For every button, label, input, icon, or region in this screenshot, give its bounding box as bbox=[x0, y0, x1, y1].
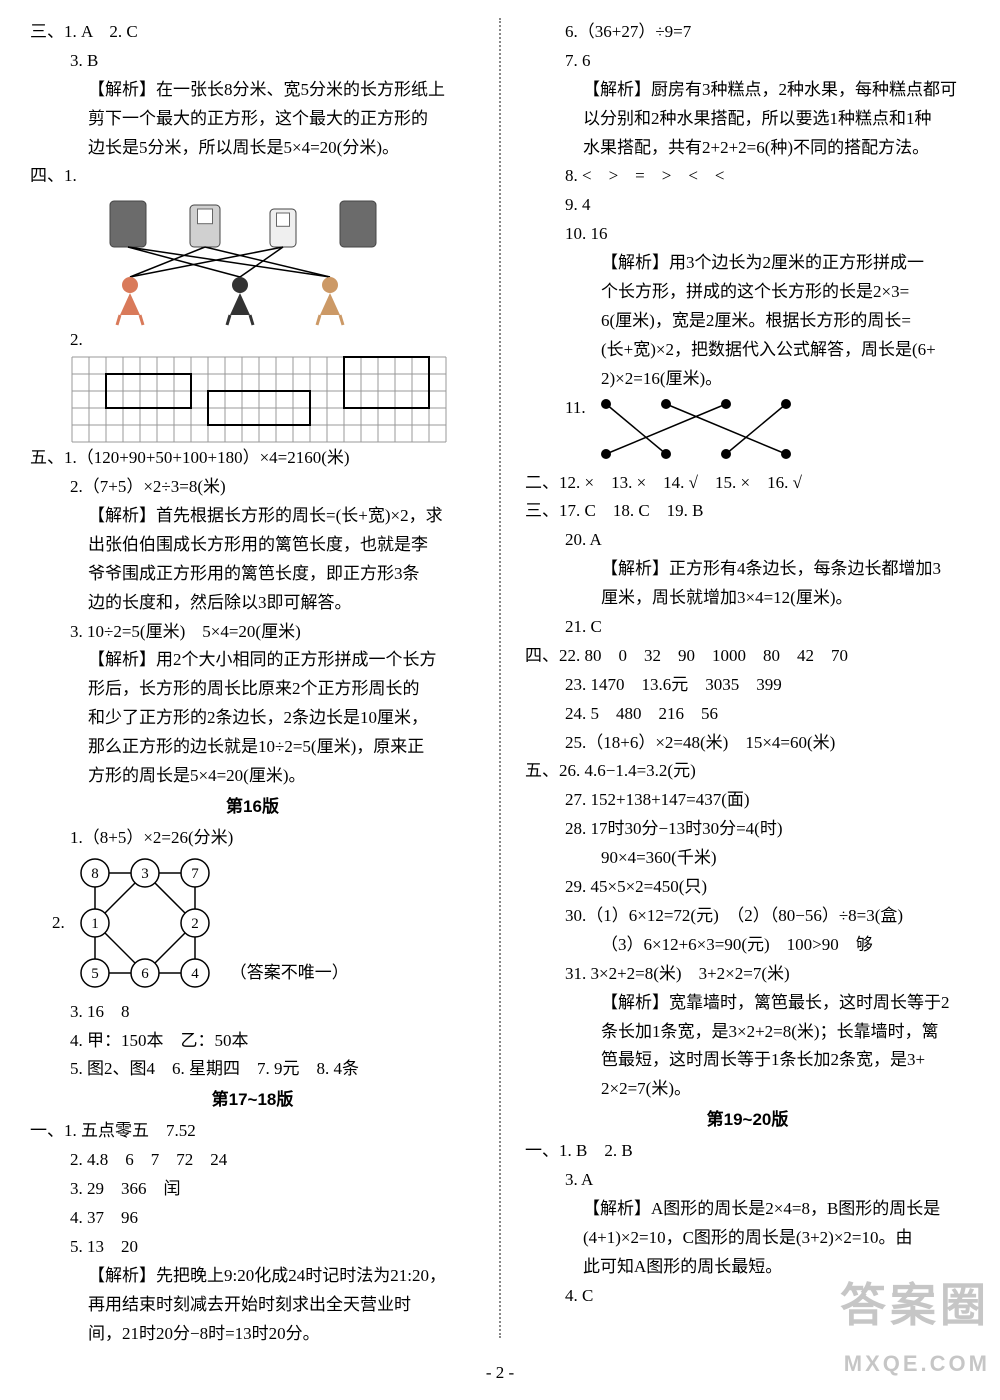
text: 一、1. 五点零五 7.52 bbox=[30, 1117, 475, 1146]
svg-text:5: 5 bbox=[91, 966, 99, 982]
analysis: 边的长度和，然后除以3即可解答。 bbox=[30, 589, 475, 618]
analysis: 方形的周长是5×4=20(厘米)。 bbox=[30, 762, 475, 791]
svg-text:8: 8 bbox=[91, 866, 99, 882]
analysis: 【解析】A图形的周长是2×4=8，B图形的周长是 bbox=[525, 1195, 970, 1224]
analysis: 剪下一个最大的正方形，这个最大的正方形的 bbox=[30, 105, 475, 134]
text: 5. 13 20 bbox=[30, 1233, 475, 1262]
analysis: 【解析】宽靠墙时，篱笆最长，这时周长等于2 bbox=[525, 989, 970, 1018]
analysis: 【解析】首先根据长方形的周长=(长+宽)×2，求 bbox=[30, 502, 475, 531]
text: 5. 图2、图4 6. 星期四 7. 9元 8. 4条 bbox=[30, 1055, 475, 1084]
analysis: 厘米，周长就增加3×4=12(厘米)。 bbox=[525, 584, 970, 613]
text: 3. 10÷2=5(厘米) 5×4=20(厘米) bbox=[30, 618, 475, 647]
analysis: 那么正方形的边长就是10÷2=5(厘米)，原来正 bbox=[30, 733, 475, 762]
text: 五、1.（120+90+50+100+180）×4=2160(米) bbox=[30, 444, 475, 473]
text: 11. bbox=[565, 394, 586, 423]
svg-text:3: 3 bbox=[141, 866, 149, 882]
text: 四、1. bbox=[30, 162, 475, 191]
text: （答案不唯一） bbox=[230, 959, 349, 998]
text: 2. bbox=[30, 326, 475, 355]
text: 9. 4 bbox=[525, 191, 970, 220]
match-11-figure bbox=[586, 394, 816, 469]
analysis: 再用结束时刻减去开始时刻求出全天营业时 bbox=[30, 1291, 475, 1320]
analysis: 以分别和2种水果搭配，所以要选1种糕点和1种 bbox=[525, 105, 970, 134]
text: 31. 3×2+2=8(米) 3+2×2=7(米) bbox=[525, 960, 970, 989]
text: 24. 5 480 216 56 bbox=[525, 700, 970, 729]
text: 三、1. A 2. C bbox=[30, 18, 475, 47]
analysis: 出张伯伯围成长方形用的篱笆长度，也就是李 bbox=[30, 531, 475, 560]
analysis: 【解析】正方形有4条边长，每条边长都增加3 bbox=[525, 555, 970, 584]
svg-text:4: 4 bbox=[191, 966, 199, 982]
analysis: 【解析】用2个大小相同的正方形拼成一个长方 bbox=[30, 646, 475, 675]
analysis: 边长是5分米，所以周长是5×4=20(分米)。 bbox=[30, 134, 475, 163]
text: 2. bbox=[52, 909, 65, 998]
analysis: 【解析】先把晚上9:20化成24时记时法为21:20， bbox=[30, 1262, 475, 1291]
analysis: 和少了正方形的2条边长，2条边长是10厘米， bbox=[30, 704, 475, 733]
text: 3. 29 366 闰 bbox=[30, 1175, 475, 1204]
text: 2. 4.8 6 7 72 24 bbox=[30, 1146, 475, 1175]
analysis: 2×2=7(米)。 bbox=[525, 1075, 970, 1104]
text: 21. C bbox=[525, 613, 970, 642]
text: 30.（1）6×12=72(元) （2）（80−56）÷8=3(盒) bbox=[525, 902, 970, 931]
svg-text:1: 1 bbox=[91, 916, 99, 932]
analysis: 形后，长方形的周长比原来2个正方形周长的 bbox=[30, 675, 475, 704]
text: 4. C bbox=[525, 1282, 970, 1311]
analysis: 【解析】厨房有3种糕点，2种水果，每种糕点都可 bbox=[525, 76, 970, 105]
section-heading-17-18: 第17~18版 bbox=[30, 1086, 475, 1115]
text: （3）6×12+6×3=90(元) 100>90 够 bbox=[525, 931, 970, 960]
column-divider bbox=[499, 18, 501, 1338]
page-number: - 2 - bbox=[0, 1359, 1000, 1388]
text: 8. < > = > < < bbox=[525, 162, 970, 191]
text: 3. B bbox=[30, 47, 475, 76]
section-heading-19-20: 第19~20版 bbox=[525, 1106, 970, 1135]
text: 7. 6 bbox=[525, 47, 970, 76]
matching-figure bbox=[70, 191, 410, 326]
text: 27. 152+138+147=437(面) bbox=[525, 786, 970, 815]
text: 2.（7+5）×2÷3=8(米) bbox=[30, 473, 475, 502]
text: 3. 16 8 bbox=[30, 998, 475, 1027]
section-heading-16: 第16版 bbox=[30, 793, 475, 822]
text: 29. 45×5×2=450(只) bbox=[525, 873, 970, 902]
text: 6.（36+27）÷9=7 bbox=[525, 18, 970, 47]
svg-text:6: 6 bbox=[141, 966, 149, 982]
analysis: 爷爷围成正方形用的篱笆长度，即正方形3条 bbox=[30, 560, 475, 589]
text: 23. 1470 13.6元 3035 399 bbox=[525, 671, 970, 700]
analysis: 水果搭配，共有2+2+2=6(种)不同的搭配方法。 bbox=[525, 134, 970, 163]
analysis: 间，21时20分−8时=13时20分。 bbox=[30, 1320, 475, 1349]
text: 四、22. 80 0 32 90 1000 80 42 70 bbox=[525, 642, 970, 671]
text: 1.（8+5）×2=26(分米) bbox=[30, 824, 475, 853]
text: 20. A bbox=[525, 526, 970, 555]
text: 三、17. C 18. C 19. B bbox=[525, 497, 970, 526]
text: 10. 16 bbox=[525, 220, 970, 249]
analysis: 个长方形，拼成的这个长方形的长是2×3= bbox=[525, 278, 970, 307]
text: 4. 甲：150本 乙：50本 bbox=[30, 1027, 475, 1056]
text: 4. 37 96 bbox=[30, 1204, 475, 1233]
analysis: (4+1)×2=10，C图形的周长是(3+2)×2=10。由 bbox=[525, 1224, 970, 1253]
text: 3. A bbox=[525, 1166, 970, 1195]
analysis: 此可知A图形的周长最短。 bbox=[525, 1253, 970, 1282]
text: 二、12. × 13. × 14. √ 15. × 16. √ bbox=[525, 469, 970, 498]
octagon-graph: 8 3 7 1 2 5 6 4 bbox=[65, 853, 230, 998]
text: 90×4=360(千米) bbox=[525, 844, 970, 873]
analysis: (长+宽)×2，把数据代入公式解答，周长是(6+ bbox=[525, 336, 970, 365]
two-column-layout: 三、1. A 2. C 3. B 【解析】在一张长8分米、宽5分米的长方形纸上 … bbox=[30, 18, 970, 1338]
analysis: 条长加1条宽，是3×2+2=8(米)；长靠墙时，篱 bbox=[525, 1018, 970, 1047]
text: 25.（18+6）×2=48(米) 15×4=60(米) bbox=[525, 729, 970, 758]
text: 五、26. 4.6−1.4=3.2(元) bbox=[525, 757, 970, 786]
analysis: 【解析】用3个边长为2厘米的正方形拼成一 bbox=[525, 249, 970, 278]
analysis: 2)×2=16(厘米)。 bbox=[525, 365, 970, 394]
svg-text:2: 2 bbox=[191, 916, 199, 932]
text: 28. 17时30分−13时30分=4(时) bbox=[525, 815, 970, 844]
right-column: 6.（36+27）÷9=7 7. 6 【解析】厨房有3种糕点，2种水果，每种糕点… bbox=[525, 18, 970, 1338]
analysis: 【解析】在一张长8分米、宽5分米的长方形纸上 bbox=[30, 76, 475, 105]
grid-figure bbox=[70, 355, 448, 444]
analysis: 笆最短，这时周长等于1条长加2条宽，是3+ bbox=[525, 1046, 970, 1075]
analysis: 6(厘米)，宽是2厘米。根据长方形的周长= bbox=[525, 307, 970, 336]
svg-text:7: 7 bbox=[191, 866, 199, 882]
left-column: 三、1. A 2. C 3. B 【解析】在一张长8分米、宽5分米的长方形纸上 … bbox=[30, 18, 475, 1338]
text: 一、1. B 2. B bbox=[525, 1137, 970, 1166]
